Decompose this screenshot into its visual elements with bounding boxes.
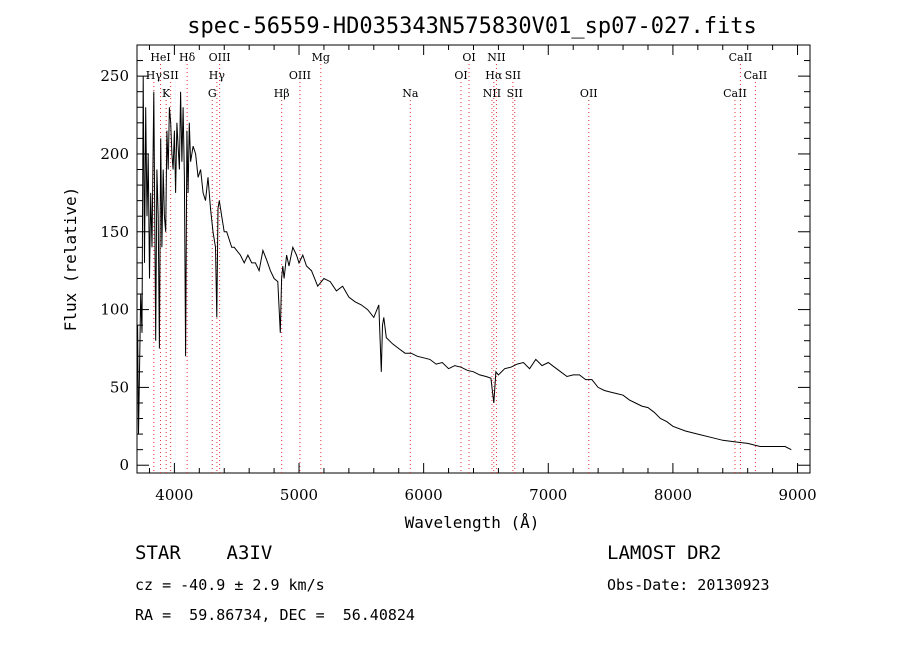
- x-tick-label: 4000: [155, 486, 193, 504]
- axis-ticks: 4000 5000 6000 7000 8000 9000 0 50 100 150 200 250: [100, 45, 817, 504]
- object-type: STAR A3IV: [135, 542, 273, 564]
- line-marker-label: Na: [402, 87, 419, 100]
- y-tick-label: 200: [100, 145, 129, 163]
- line-marker-label: NII: [487, 51, 505, 64]
- line-marker-label: Hδ: [179, 51, 196, 64]
- line-marker-label: K: [162, 87, 171, 100]
- line-marker-label: HeI: [150, 51, 170, 64]
- line-marker-label: OIII: [209, 51, 231, 64]
- chart-title: spec-56559-HD035343N575830V01_sp07-027.f…: [187, 14, 757, 39]
- y-tick-label: 250: [100, 67, 129, 85]
- y-tick-label: 150: [100, 223, 129, 241]
- line-marker-label: OI: [462, 51, 475, 64]
- line-marker-label: Hβ: [274, 87, 290, 100]
- line-marker-label: CaII: [729, 51, 753, 64]
- line-marker-label: Hγ: [209, 69, 226, 82]
- observation-date: Obs-Date: 20130923: [607, 576, 770, 594]
- line-marker-label: SII: [505, 69, 521, 82]
- line-marker-label: G: [208, 87, 217, 100]
- line-marker-label: OIII: [289, 69, 311, 82]
- line-marker-label: Mg: [312, 51, 330, 64]
- line-marker-label: NII: [483, 87, 501, 100]
- line-marker-label: OII: [580, 87, 598, 100]
- x-tick-label: 9000: [778, 486, 816, 504]
- line-marker-label: CaII: [744, 69, 768, 82]
- spectrum-line: [137, 76, 792, 451]
- y-tick-label: 50: [110, 378, 129, 396]
- plot-frame: [136, 44, 811, 474]
- x-tick-label: 5000: [280, 486, 318, 504]
- line-marker-label: CaII: [723, 87, 747, 100]
- line-marker-label: Hα: [485, 69, 503, 82]
- x-axis-label: Wavelength (Å): [405, 513, 540, 532]
- line-marker-label: OI: [454, 69, 467, 82]
- line-marker-label: SII: [507, 87, 523, 100]
- x-tick-label: 6000: [405, 486, 443, 504]
- x-tick-label: 7000: [529, 486, 567, 504]
- line-marker-label: Hγ: [146, 69, 163, 82]
- y-tick-label: 0: [119, 456, 129, 474]
- y-axis-label: Flux (relative): [61, 187, 80, 332]
- coordinates: RA = 59.86734, DEC = 56.40824: [135, 606, 415, 624]
- y-tick-label: 100: [100, 301, 129, 319]
- line-marker-label: SII: [163, 69, 179, 82]
- x-tick-label: 8000: [654, 486, 692, 504]
- survey-name: LAMOST DR2: [607, 542, 722, 564]
- redshift-velocity: cz = -40.9 ± 2.9 km/s: [135, 576, 325, 594]
